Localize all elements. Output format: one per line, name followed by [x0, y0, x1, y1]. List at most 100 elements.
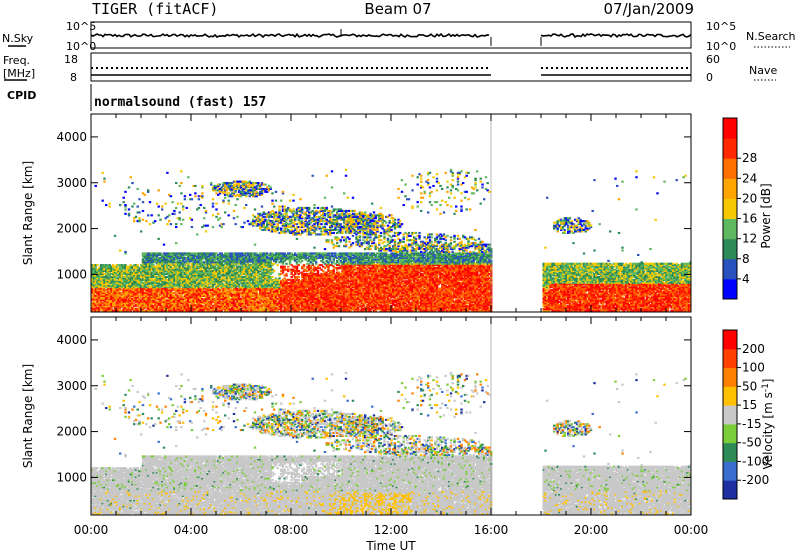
power-cell [210, 306, 213, 309]
power-cell [295, 297, 299, 300]
power-cell [299, 223, 302, 226]
power-cell [222, 184, 225, 187]
power-cell [157, 270, 160, 273]
power-cell [217, 289, 220, 292]
power-cell [120, 275, 124, 278]
power-cell [250, 309, 253, 312]
power-cell [246, 186, 250, 189]
power-cell [190, 309, 194, 312]
power-cell [294, 294, 297, 297]
power-cell [288, 292, 292, 295]
power-cell [166, 303, 169, 306]
power-cell [169, 300, 173, 303]
power-cell [117, 267, 120, 270]
power-cell [215, 208, 218, 211]
power-cell [199, 306, 202, 309]
power-cell [169, 271, 173, 274]
power-cell [238, 193, 241, 196]
power-cell [189, 290, 192, 293]
power-cell [105, 309, 108, 312]
power-cell [299, 208, 302, 211]
power-cell [166, 255, 169, 258]
power-cell [220, 296, 223, 299]
power-cell [234, 281, 237, 284]
power-cell [294, 256, 297, 259]
power-cell [103, 180, 106, 183]
power-cell [143, 284, 146, 287]
power-cell [292, 274, 295, 277]
power-cell [238, 271, 241, 274]
power-cell [175, 280, 178, 283]
power-cell [169, 299, 173, 302]
power-cell [281, 190, 285, 193]
power-cell [127, 300, 131, 303]
power-cell [260, 193, 264, 196]
power-cell [294, 258, 297, 261]
power-cell [161, 277, 164, 280]
power-cell [92, 300, 96, 303]
power-cell [154, 303, 157, 306]
power-cell [217, 265, 220, 268]
power-cell [267, 278, 271, 281]
power-cell [185, 278, 188, 281]
power-cell [204, 290, 208, 293]
power-cell [206, 283, 209, 286]
power-cell [131, 274, 134, 277]
power-cell [255, 274, 258, 277]
power-cell [299, 198, 302, 201]
power-cell [110, 297, 113, 300]
power-cell [199, 280, 202, 283]
power-cell [232, 303, 236, 306]
power-cell [113, 280, 117, 283]
power-cell [173, 308, 176, 311]
power-cell [306, 302, 309, 305]
power-cell [159, 297, 162, 300]
power-cell [243, 256, 246, 259]
power-cell [290, 224, 293, 227]
power-cell [91, 306, 94, 309]
power-cell [190, 218, 194, 221]
power-cell [224, 259, 227, 262]
power-cell [187, 256, 190, 259]
power-cell [140, 286, 143, 289]
power-cell [94, 286, 97, 289]
power-cell [278, 305, 281, 308]
power-cell [187, 255, 190, 258]
power-cell [239, 187, 243, 190]
power-cell [182, 280, 185, 283]
power-cell [262, 281, 265, 284]
power-cell [243, 193, 246, 196]
power-cell [301, 253, 304, 256]
power-cell [295, 286, 299, 289]
power-cell [250, 267, 253, 270]
power-cell [171, 275, 174, 278]
power-cell [280, 283, 283, 286]
power-cell [280, 305, 283, 308]
power-cell [126, 280, 129, 283]
power-cell [215, 299, 218, 302]
power-cell [161, 287, 164, 290]
power-cell [248, 182, 251, 185]
power-cell [133, 283, 136, 286]
power-cell [180, 274, 183, 277]
power-cell [267, 264, 271, 267]
power-cell [148, 277, 152, 280]
power-cell [164, 286, 167, 289]
power-cell [285, 212, 288, 215]
power-cell [150, 306, 153, 309]
power-cell [306, 267, 309, 270]
power-cell [253, 305, 257, 308]
power-cell [301, 275, 304, 278]
power-cell [141, 209, 145, 212]
power-cell [138, 218, 141, 221]
power-cell [173, 272, 176, 275]
power-cell [204, 252, 208, 255]
power-cell [266, 186, 269, 189]
power-cell [201, 306, 204, 309]
power-cell [271, 290, 274, 293]
power-cell [299, 306, 302, 309]
power-cell [292, 270, 295, 273]
power-cell [252, 271, 255, 274]
power-cell [192, 264, 195, 267]
power-cell [250, 253, 253, 256]
